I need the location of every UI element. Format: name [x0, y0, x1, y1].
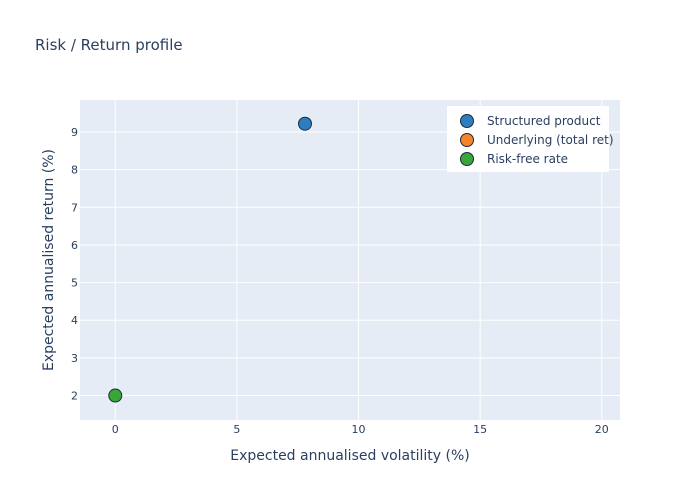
y-tick-label: 2: [71, 390, 78, 403]
y-tick-label: 9: [71, 126, 78, 139]
x-axis-ticks: 0 5 10 15 20: [112, 423, 609, 436]
y-tick-label: 6: [71, 239, 78, 252]
x-tick-label: 10: [352, 423, 366, 436]
y-tick-label: 4: [71, 314, 78, 327]
y-tick-label: 3: [71, 352, 78, 365]
legend-marker: [460, 114, 474, 128]
legend-label: Underlying (total ret): [487, 133, 614, 147]
x-tick-label: 15: [473, 423, 487, 436]
x-tick-label: 20: [595, 423, 609, 436]
y-axis-ticks: 2 3 4 5 6 7 8 9: [71, 126, 78, 403]
y-tick-label: 7: [71, 201, 78, 214]
legend-label: Structured product: [487, 114, 601, 128]
chart-title: Risk / Return profile: [35, 36, 183, 54]
legend-background: [447, 106, 609, 172]
x-axis-title: Expected annualised volatility (%): [230, 448, 470, 464]
data-point: [298, 116, 312, 131]
y-tick-label: 5: [71, 277, 78, 290]
x-tick-label: 0: [112, 423, 119, 436]
y-axis-title: Expected annualised return (%): [41, 149, 57, 371]
legend: Structured product Underlying (total ret)…: [447, 106, 614, 172]
legend-label: Risk-free rate: [487, 152, 568, 166]
legend-marker: [460, 152, 474, 166]
grid-lines: [80, 100, 620, 420]
data-points: [108, 116, 312, 403]
y-tick-label: 8: [71, 164, 78, 177]
legend-marker: [460, 133, 474, 147]
x-tick-label: 5: [233, 423, 240, 436]
data-point: [108, 388, 123, 403]
